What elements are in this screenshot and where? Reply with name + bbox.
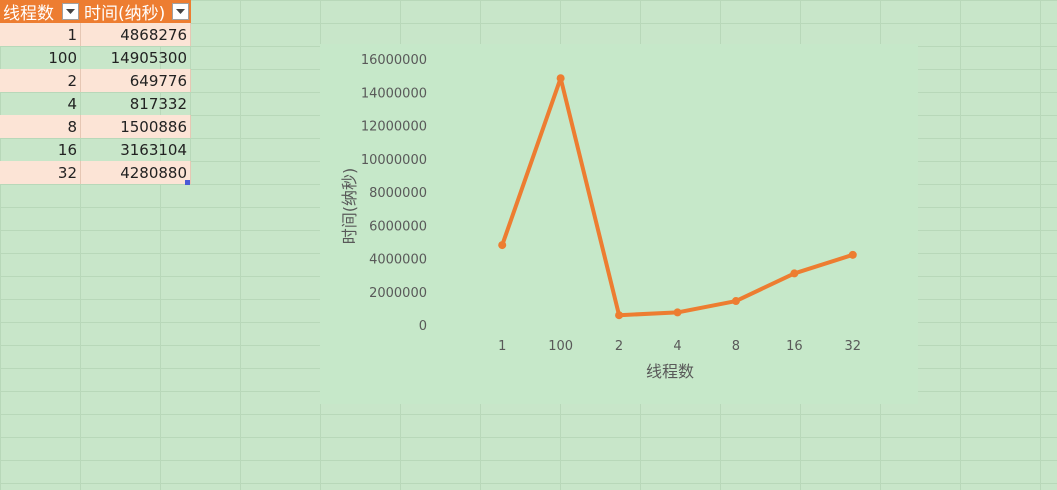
time-cell[interactable]: 14905300: [81, 46, 191, 69]
y-tick-label: 2000000: [369, 286, 427, 301]
x-tick-label: 32: [845, 339, 862, 354]
column-header-threads[interactable]: 线程数: [0, 0, 81, 24]
x-tick-label: 100: [548, 339, 573, 354]
chevron-down-icon: [176, 8, 185, 14]
y-tick-label: 16000000: [361, 53, 427, 68]
data-table: 线程数 时间(纳秒) 1 4868276 100 14905300 2 6497…: [0, 0, 191, 184]
filter-dropdown-button[interactable]: [172, 3, 189, 20]
table-row: 8 1500886: [0, 115, 191, 138]
time-cell[interactable]: 4280880: [81, 161, 191, 184]
chevron-down-icon: [66, 8, 75, 14]
time-cell[interactable]: 4868276: [81, 23, 191, 46]
column-header-time[interactable]: 时间(纳秒): [81, 0, 191, 24]
y-tick-label: 0: [419, 319, 427, 334]
threads-cell[interactable]: 32: [0, 161, 81, 184]
column-header-label: 时间(纳秒): [84, 4, 166, 24]
table-row: 1 4868276: [0, 23, 191, 46]
column-header-label: 线程数: [3, 4, 54, 24]
series-line[interactable]: [500, 76, 855, 318]
data-point[interactable]: [673, 308, 682, 317]
time-cell[interactable]: 3163104: [81, 138, 191, 161]
y-tick-label: 10000000: [361, 153, 427, 168]
table-row: 16 3163104: [0, 138, 191, 161]
time-cell[interactable]: 817332: [81, 92, 191, 115]
data-point[interactable]: [731, 297, 740, 306]
y-axis-title: 时间(纳秒): [340, 168, 359, 245]
y-tick-label: 8000000: [369, 186, 427, 201]
table-resize-handle[interactable]: [185, 180, 190, 185]
x-tick-label: 4: [673, 339, 681, 354]
time-cell[interactable]: 649776: [81, 69, 191, 92]
threads-cell[interactable]: 8: [0, 115, 81, 138]
table-row: 4 817332: [0, 92, 191, 115]
threads-cell[interactable]: 2: [0, 69, 81, 92]
table-header-row: 线程数 时间(纳秒): [0, 0, 191, 24]
threads-cell[interactable]: 100: [0, 46, 81, 69]
data-point[interactable]: [848, 250, 857, 259]
table-row: 32 4280880: [0, 161, 191, 184]
table-row: 100 14905300: [0, 46, 191, 69]
y-tick-label: 6000000: [369, 219, 427, 234]
x-tick-label: 8: [732, 339, 740, 354]
threads-cell[interactable]: 16: [0, 138, 81, 161]
y-tick-label: 12000000: [361, 120, 427, 135]
threads-cell[interactable]: 1: [0, 23, 81, 46]
x-tick-label: 1: [498, 339, 506, 354]
y-tick-label: 14000000: [361, 86, 427, 101]
chart-canvas: 0 2000000 4000000 6000000 8000000 10000000 120…: [340, 53, 862, 381]
data-point[interactable]: [556, 74, 565, 83]
x-axis-title: 线程数: [646, 362, 694, 381]
x-tick-label: 16: [786, 339, 803, 354]
x-tick-label: 2: [615, 339, 623, 354]
table-row: 2 649776: [0, 69, 191, 92]
filter-dropdown-button[interactable]: [62, 3, 79, 20]
data-point[interactable]: [615, 311, 624, 320]
data-point[interactable]: [790, 269, 799, 278]
data-point[interactable]: [498, 241, 507, 250]
line-chart[interactable]: 0 2000000 4000000 6000000 8000000 10000000 120…: [320, 44, 918, 404]
time-cell[interactable]: 1500886: [81, 115, 191, 138]
y-tick-label: 4000000: [369, 253, 427, 268]
threads-cell[interactable]: 4: [0, 92, 81, 115]
